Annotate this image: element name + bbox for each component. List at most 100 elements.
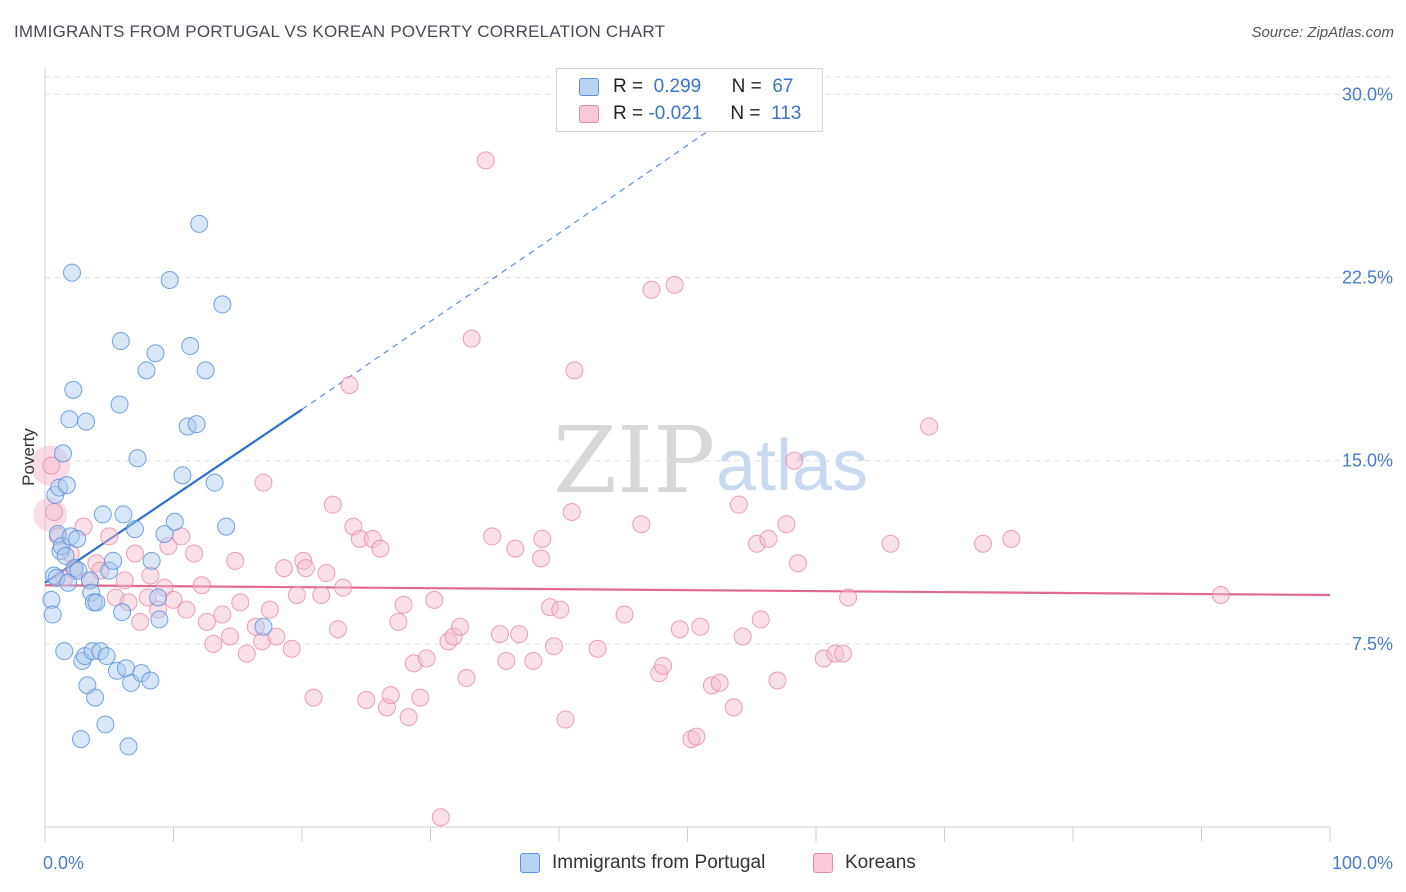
koreans-point bbox=[394, 595, 413, 614]
koreans-point bbox=[159, 537, 178, 556]
portugal-point bbox=[196, 361, 215, 380]
legend-n-value: 67 bbox=[772, 76, 794, 97]
portugal-point bbox=[47, 568, 66, 587]
bottom-legend-label-portugal: Immigrants from Portugal bbox=[552, 852, 766, 873]
koreans-point-cluster bbox=[33, 497, 68, 532]
portugal-point bbox=[205, 473, 224, 492]
y-tick-label: 15.0% bbox=[1342, 451, 1393, 471]
portugal-point bbox=[146, 344, 165, 363]
portugal-point bbox=[71, 730, 90, 749]
koreans-point bbox=[777, 515, 796, 534]
legend-r-value: -0.021 bbox=[648, 103, 703, 124]
portugal-point bbox=[149, 588, 168, 607]
legend-n-label: N = bbox=[730, 103, 761, 124]
portugal-point bbox=[150, 610, 169, 629]
koreans-point bbox=[197, 612, 216, 631]
koreans-point bbox=[357, 691, 376, 710]
portugal-point bbox=[60, 410, 79, 429]
portugal-point bbox=[173, 466, 192, 485]
portugal-trend-line bbox=[44, 408, 303, 584]
koreans-point bbox=[226, 551, 245, 570]
portugal-point bbox=[142, 551, 161, 570]
koreans-point bbox=[751, 610, 770, 629]
y-tick-label: 7.5% bbox=[1352, 634, 1393, 654]
koreans-point bbox=[141, 566, 160, 585]
koreans-point bbox=[665, 275, 684, 294]
koreans-point bbox=[839, 588, 858, 607]
koreans-point bbox=[588, 639, 607, 658]
koreans-point bbox=[204, 634, 223, 653]
portugal-point bbox=[190, 214, 209, 233]
portugal-point bbox=[77, 412, 96, 431]
portugal-point bbox=[87, 593, 106, 612]
portugal-point bbox=[53, 444, 72, 463]
watermark: ZIP atlas bbox=[553, 407, 868, 514]
legend-swatch-koreans bbox=[579, 105, 599, 123]
koreans-point bbox=[565, 361, 584, 380]
koreans-point bbox=[759, 529, 778, 548]
koreans-point bbox=[275, 559, 294, 578]
portugal-point bbox=[110, 395, 129, 414]
koreans-point bbox=[506, 539, 525, 558]
koreans-point bbox=[642, 280, 661, 299]
legend-n-value: 113 bbox=[771, 103, 802, 124]
portugal-point bbox=[104, 551, 123, 570]
koreans-point bbox=[615, 605, 634, 624]
koreans-point bbox=[425, 590, 444, 609]
koreans-point bbox=[1211, 586, 1230, 605]
koreans-point bbox=[462, 329, 481, 348]
portugal-point bbox=[119, 737, 138, 756]
portugal-points bbox=[42, 214, 273, 756]
legend-r-label: R = bbox=[613, 76, 644, 97]
koreans-point bbox=[562, 502, 581, 521]
koreans-point bbox=[131, 612, 150, 631]
portugal-point bbox=[137, 361, 156, 380]
koreans-point bbox=[724, 698, 743, 717]
koreans-point-cluster bbox=[30, 445, 71, 486]
koreans-point bbox=[747, 534, 766, 553]
legend-r-label: R = bbox=[613, 103, 644, 124]
koreans-point bbox=[476, 151, 495, 170]
bottom-legend-koreans: Koreans bbox=[813, 852, 916, 874]
koreans-point bbox=[439, 632, 458, 651]
koreans-point bbox=[317, 564, 336, 583]
portugal-point bbox=[55, 642, 74, 661]
koreans-point bbox=[541, 598, 560, 617]
koreans-point bbox=[483, 527, 502, 546]
koreans-point bbox=[231, 593, 250, 612]
koreans-point bbox=[237, 644, 256, 663]
portugal-point bbox=[128, 449, 147, 468]
portugal-point bbox=[42, 590, 61, 609]
koreans-point bbox=[125, 544, 144, 563]
koreans-point bbox=[399, 708, 418, 727]
portugal-point bbox=[64, 380, 83, 399]
portugal-point bbox=[57, 476, 76, 495]
koreans-point bbox=[267, 627, 286, 646]
koreans-point bbox=[490, 625, 509, 644]
koreans-point bbox=[551, 600, 570, 619]
koreans-point bbox=[363, 529, 382, 548]
koreans-point bbox=[221, 627, 240, 646]
x-tick-label: 0.0% bbox=[43, 853, 84, 873]
koreans-point bbox=[164, 590, 183, 609]
portugal-point bbox=[86, 688, 105, 707]
koreans-points bbox=[30, 151, 1230, 827]
koreans-point bbox=[632, 515, 651, 534]
legend-n-label: N = bbox=[731, 76, 762, 97]
portugal-point bbox=[111, 332, 130, 351]
koreans-point bbox=[253, 632, 272, 651]
koreans-point bbox=[149, 600, 168, 619]
koreans-point bbox=[729, 495, 748, 514]
chart-source: Source: ZipAtlas.com bbox=[1251, 24, 1394, 41]
bottom-legend-label-koreans: Koreans bbox=[845, 852, 916, 873]
grid bbox=[45, 76, 1393, 645]
portugal-point bbox=[141, 671, 160, 690]
koreans-point bbox=[814, 649, 833, 668]
koreans-point bbox=[185, 544, 204, 563]
koreans-point bbox=[733, 627, 752, 646]
koreans-point bbox=[340, 376, 359, 395]
koreans-point bbox=[155, 578, 174, 597]
portugal-point bbox=[213, 295, 232, 314]
legend-r-value: 0.299 bbox=[653, 76, 702, 97]
